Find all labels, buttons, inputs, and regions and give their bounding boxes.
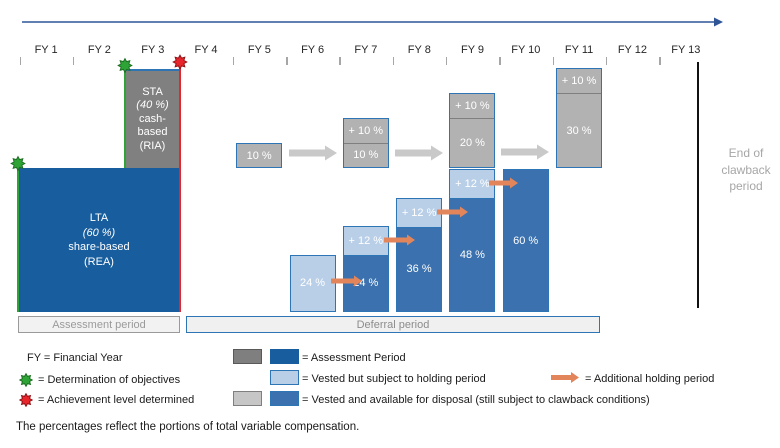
end-of-clawback-line — [697, 62, 699, 308]
fy-tick — [72, 57, 75, 65]
bar-segment: 36 % — [397, 226, 442, 311]
lta-award-box: LTA (60 %) share-based (REA) — [18, 168, 180, 312]
end-of-clawback-label: End of clawback period — [721, 146, 771, 193]
red-star-icon — [18, 392, 34, 408]
fy-label-13: FY 13 — [671, 44, 701, 56]
sta-award-box: STA (40 %) cash-based (RIA) — [125, 69, 180, 168]
assessment-blue-swatch — [270, 349, 299, 364]
award-box-line: (60 %) — [82, 226, 116, 239]
award-box-line: share-based — [68, 241, 130, 253]
bar-segment: 48 % — [450, 198, 495, 311]
fy-label-6: FY 6 — [301, 44, 325, 56]
fy-label-11: FY 11 — [564, 44, 594, 56]
deferral-period-bar: Deferral period — [186, 316, 600, 333]
objectives-line-sta — [123, 66, 126, 168]
fy-label-10: FY 10 — [511, 44, 541, 56]
green-star-icon — [18, 372, 34, 388]
fy-tick — [392, 57, 395, 65]
bar-segment: + 10 % — [343, 119, 388, 143]
bar-segment: 24 % — [343, 254, 388, 311]
legend-assessment-period: = Assessment Period — [302, 352, 406, 364]
fy-label-12: FY 12 — [617, 44, 647, 56]
achievement-line — [179, 63, 181, 312]
legend-achievement: = Achievement level determined — [38, 394, 195, 406]
award-box-line: (REA) — [84, 255, 114, 268]
legend-fy-definition: FY = Financial Year — [27, 352, 123, 364]
award-box-line: (RIA) — [139, 139, 166, 152]
fy-label-4: FY 4 — [194, 44, 218, 56]
legend-determination: = Determination of objectives — [38, 374, 181, 386]
lta-payout-bar-fy9: + 12 % 48 % — [449, 169, 496, 312]
footnote-text: The percentages reflect the portions of … — [16, 421, 360, 433]
vested-holding-swatch — [270, 370, 299, 385]
legend-vested-holding: = Vested but subject to holding period — [302, 373, 486, 385]
lta-payout-bar-fy8: + 12 % 36 % — [396, 197, 443, 312]
bar-segment: 20 % — [450, 118, 495, 167]
deferral-period-label: Deferral period — [356, 318, 430, 331]
bar-segment: 60 % — [503, 170, 548, 311]
fy-label-7: FY 7 — [354, 44, 378, 56]
fy-tick — [339, 57, 341, 65]
fy-label-9: FY 9 — [460, 44, 485, 56]
assessment-gray-swatch — [233, 349, 262, 364]
sta-payout-bar-fy9: + 10 % 20 % — [449, 93, 496, 168]
award-box-line: (40 %) — [136, 99, 169, 112]
fy-tick — [232, 57, 235, 65]
sta-payout-bar-fy7: + 10 % 10 % — [342, 118, 389, 168]
vested-available-gray-swatch — [233, 391, 262, 406]
fy-tick — [659, 57, 661, 65]
fy-tick — [19, 57, 21, 65]
legend-vested-available: = Vested and available for disposal (sti… — [302, 394, 650, 406]
bar-segment: 10 % — [343, 142, 388, 167]
sta-payout-bar-fy5: 10 % — [236, 143, 283, 168]
legend-additional-holding: = Additional holding period — [585, 373, 715, 385]
lta-payout-bar-fy7: + 12 % 24 % — [342, 226, 389, 312]
objectives-line-lta — [17, 164, 19, 312]
fy-label-5: FY 5 — [247, 44, 271, 56]
bar-segment: + 12 % — [450, 170, 495, 199]
fy-label-1: FY 1 — [34, 44, 58, 56]
bar-segment: + 12 % — [343, 227, 388, 255]
red-star-icon — [18, 392, 34, 408]
award-box-line: cash- — [139, 112, 166, 125]
bar-segment: 24 % — [290, 255, 335, 311]
lta-payout-bar-fy10: 60 % — [502, 169, 549, 312]
fy-label-3: FY 3 — [141, 44, 165, 56]
lta-payout-bar-fy6: 24 % — [289, 254, 336, 312]
bar-segment: + 10 % — [450, 94, 495, 118]
bar-segment: 10 % — [237, 144, 282, 167]
fy-label-8: FY 8 — [407, 44, 431, 56]
assessment-period-bar: Assessment period — [18, 316, 180, 333]
sta-payout-bar-fy11: + 10 % 30 % — [556, 68, 602, 168]
vested-available-blue-swatch — [270, 391, 299, 406]
bar-segment: + 10 % — [557, 69, 601, 94]
award-box-line: LTA — [89, 212, 109, 224]
fy-tick — [552, 57, 554, 65]
bar-segment: 30 % — [557, 93, 601, 167]
green-star-icon — [18, 372, 34, 388]
award-box-line: STA — [142, 85, 163, 98]
assessment-period-label: Assessment period — [52, 318, 146, 331]
bar-segment: + 12 % — [397, 198, 442, 227]
fy-label-2: FY 2 — [87, 44, 111, 56]
fy-tick — [499, 57, 501, 65]
fy-tick — [445, 57, 448, 65]
fy-tick — [286, 57, 288, 65]
fy-tick — [605, 57, 608, 65]
award-box-line: based — [137, 126, 168, 139]
